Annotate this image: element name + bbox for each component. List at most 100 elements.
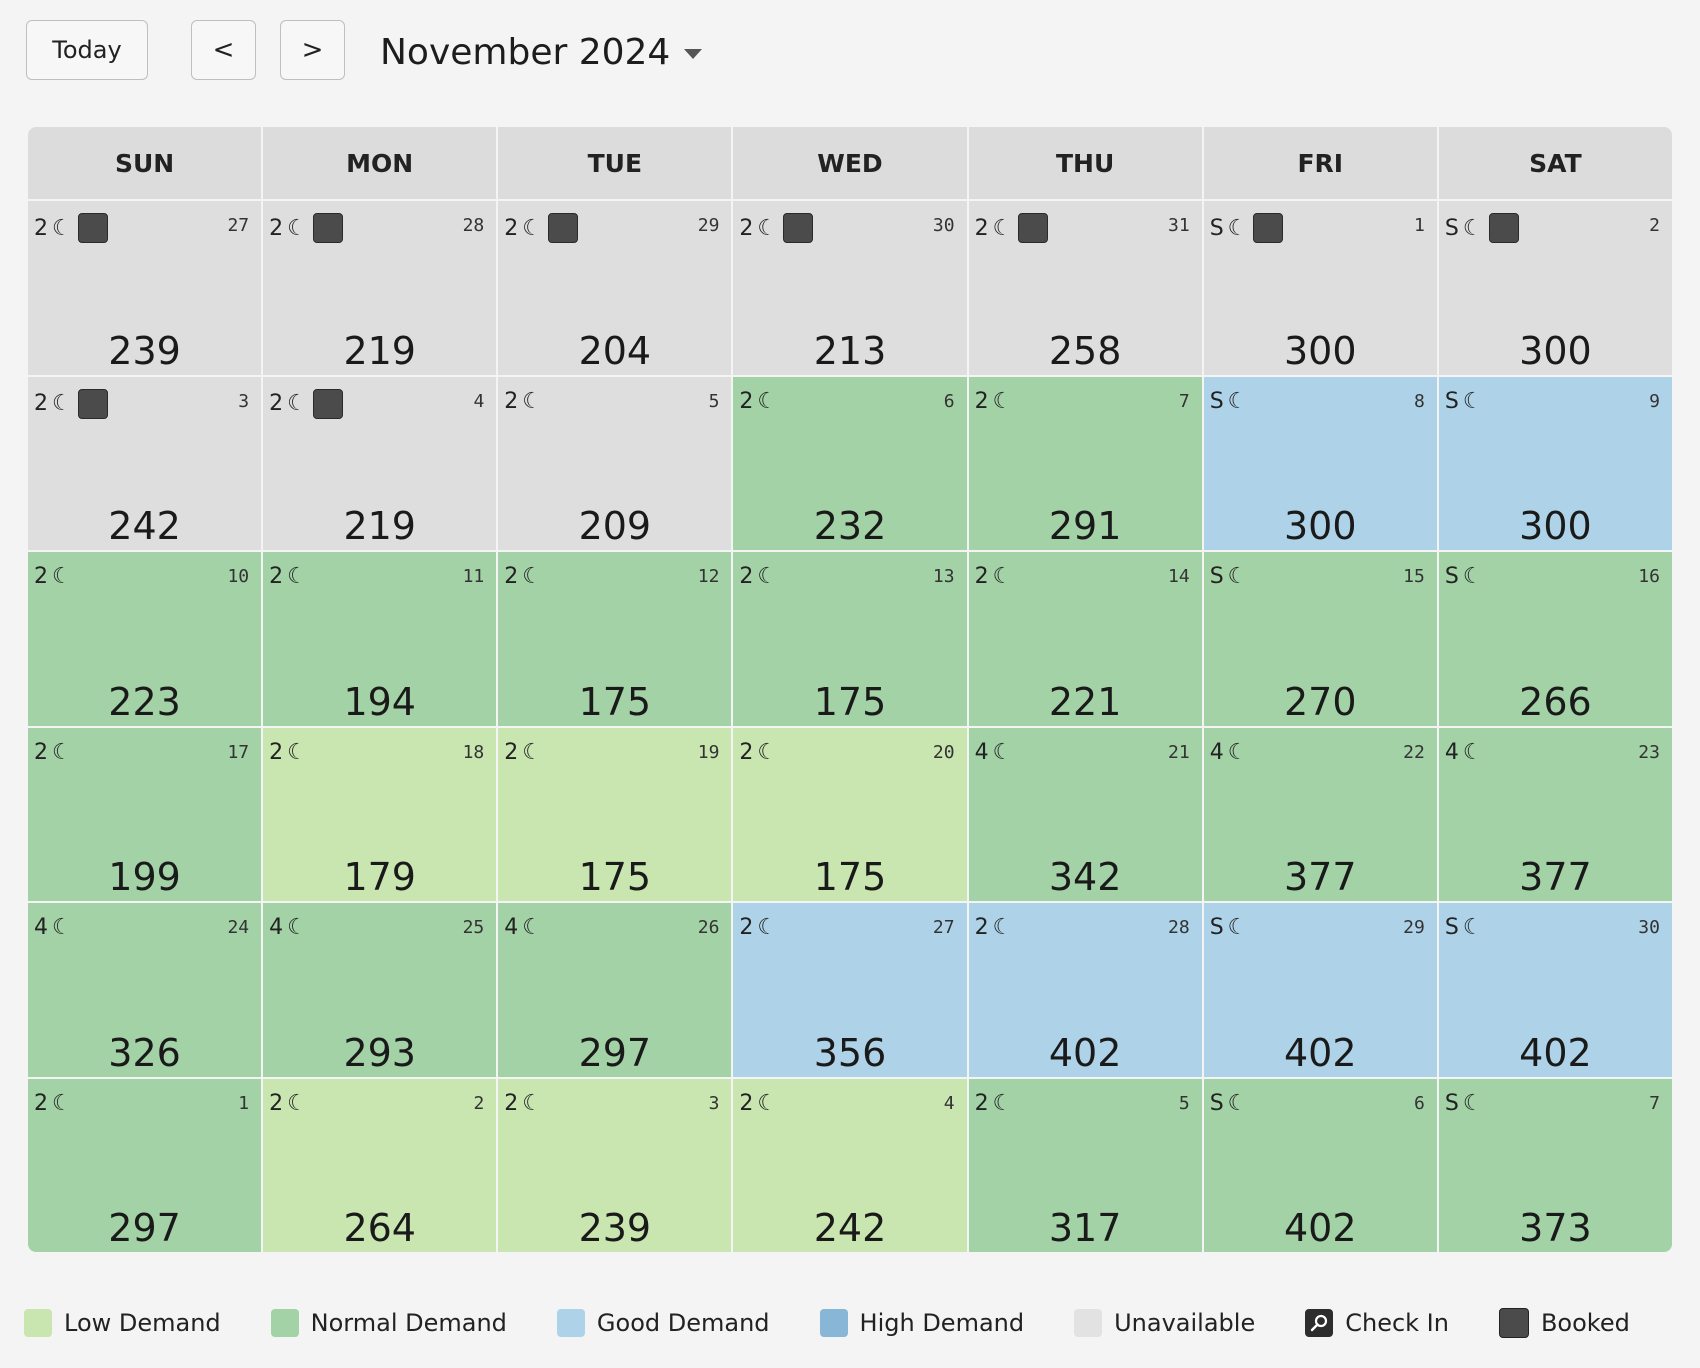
month-selector[interactable]: November 2024	[380, 24, 703, 80]
day-cell[interactable]: 4 ☾ 23 377	[1438, 727, 1672, 901]
min-nights-value: 4	[1444, 739, 1459, 765]
nightly-price: 377	[1519, 855, 1592, 899]
day-number: 14	[1168, 566, 1190, 587]
moon-icon: ☾	[522, 1090, 543, 1116]
day-cell[interactable]: 2 ☾ 13 175	[733, 552, 967, 726]
day-cell[interactable]: S ☾ 8 300	[1203, 376, 1437, 550]
day-cell[interactable]: 2 ☾ 19 175	[498, 727, 732, 901]
day-cell[interactable]: 4 ☾ 24 326	[28, 903, 262, 1077]
prev-month-button[interactable]: <	[191, 20, 256, 80]
day-cell[interactable]: 2 ☾ 5 209	[498, 376, 732, 550]
day-cell[interactable]: S ☾ 6 402	[1203, 1078, 1437, 1252]
min-nights: 4 ☾	[975, 740, 1013, 765]
day-cell[interactable]: 2 ☾ 28 219	[263, 201, 497, 375]
booked-icon	[77, 388, 108, 419]
min-nights-value: 2	[34, 564, 48, 589]
day-cell[interactable]: S ☾ 16 266	[1438, 552, 1672, 726]
moon-icon: ☾	[1227, 1090, 1248, 1116]
day-cell[interactable]: 2 ☾ 17 199	[28, 727, 262, 901]
nightly-price: 219	[343, 504, 416, 548]
legend-item-unavail: Unavailable	[1074, 1309, 1255, 1337]
day-cell[interactable]: 2 ☾ 10 223	[28, 552, 262, 726]
moon-icon: ☾	[1462, 388, 1483, 414]
moon-icon: ☾	[1462, 915, 1483, 940]
min-nights-value: 2	[34, 215, 48, 241]
moon-icon: ☾	[992, 215, 1013, 241]
day-number: 16	[1638, 566, 1660, 587]
min-nights-value: S	[1209, 915, 1224, 940]
next-month-button[interactable]: >	[280, 20, 345, 80]
nightly-price: 291	[1048, 504, 1122, 548]
moon-icon: ☾	[757, 915, 778, 940]
day-cell[interactable]: 4 ☾ 22 377	[1203, 727, 1437, 901]
day-cell[interactable]: S ☾ 7 373	[1438, 1078, 1672, 1252]
nightly-price: 342	[1048, 855, 1122, 899]
day-cell[interactable]: 4 ☾ 26 297	[498, 903, 732, 1077]
min-nights-value: 2	[739, 564, 754, 589]
min-nights-value: 4	[269, 915, 284, 940]
day-cell[interactable]: 2 ☾ 3 242	[28, 376, 262, 550]
moon-icon: ☾	[52, 1090, 72, 1116]
min-nights: 2 ☾	[34, 213, 108, 243]
moon-icon: ☾	[757, 739, 778, 765]
day-cell[interactable]: 2 ☾ 7 291	[968, 376, 1202, 550]
day-cell[interactable]: 4 ☾ 25 293	[263, 903, 497, 1077]
day-number: 12	[697, 566, 720, 587]
min-nights: 2 ☾	[739, 213, 814, 243]
day-cell[interactable]: S ☾ 15 270	[1203, 552, 1437, 726]
moon-icon: ☾	[757, 564, 778, 589]
day-cell[interactable]: 2 ☾ 14 221	[968, 552, 1202, 726]
nightly-price: 239	[108, 328, 181, 373]
day-cell[interactable]: 2 ☾ 11 194	[263, 552, 497, 726]
month-label: November 2024	[380, 31, 671, 73]
moon-icon: ☾	[1462, 739, 1483, 765]
today-button[interactable]: Today	[26, 20, 148, 80]
min-nights-value: S	[1444, 388, 1459, 414]
booked-icon	[1018, 213, 1049, 243]
day-number: 27	[932, 917, 955, 938]
day-cell[interactable]: 2 ☾ 4 242	[733, 1078, 967, 1252]
min-nights: 4 ☾	[1210, 740, 1248, 765]
day-cell[interactable]: 2 ☾ 31 258	[968, 201, 1202, 375]
day-cell[interactable]: 2 ☾ 30 213	[733, 201, 967, 375]
nightly-price: 194	[343, 679, 416, 724]
min-nights: 2 ☾	[975, 389, 1013, 414]
day-cell[interactable]: 2 ☾ 3 239	[498, 1078, 732, 1252]
day-cell[interactable]: 2 ☾ 27 239	[28, 201, 262, 375]
min-nights: 2 ☾	[975, 1091, 1013, 1116]
min-nights: 2 ☾	[975, 915, 1013, 940]
moon-icon: ☾	[1462, 1090, 1483, 1116]
day-cell[interactable]: S ☾ 9 300	[1438, 376, 1672, 550]
day-cell[interactable]: 2 ☾ 12 175	[498, 552, 732, 726]
day-number: 13	[932, 566, 955, 587]
min-nights: 4 ☾	[1445, 740, 1483, 765]
day-cell[interactable]: 2 ☾ 18 179	[263, 727, 497, 901]
min-nights: 2 ☾	[34, 564, 72, 589]
day-number: 9	[1649, 390, 1660, 412]
day-cell[interactable]: 2 ☾ 1 297	[28, 1078, 262, 1252]
moon-icon: ☾	[757, 1090, 778, 1116]
day-cell[interactable]: S ☾ 30 402	[1438, 903, 1672, 1077]
day-cell[interactable]: 2 ☾ 28 402	[968, 903, 1202, 1077]
day-cell[interactable]: 2 ☾ 2 264	[263, 1078, 497, 1252]
day-number: 4	[943, 1092, 955, 1114]
nightly-price: 300	[1284, 504, 1357, 548]
nightly-price: 300	[1519, 328, 1592, 373]
legend-label: Booked	[1540, 1309, 1630, 1337]
legend-label: Unavailable	[1114, 1309, 1256, 1337]
day-cell[interactable]: 4 ☾ 21 342	[968, 727, 1202, 901]
day-cell[interactable]: 2 ☾ 6 232	[733, 376, 967, 550]
day-cell[interactable]: S ☾ 2 300	[1438, 201, 1672, 375]
day-cell[interactable]: S ☾ 29 402	[1203, 903, 1437, 1077]
nightly-price: 356	[813, 1030, 887, 1075]
day-cell[interactable]: 2 ☾ 27 356	[733, 903, 967, 1077]
day-cell[interactable]: 2 ☾ 29 204	[498, 201, 732, 375]
day-cell[interactable]: S ☾ 1 300	[1203, 201, 1437, 375]
day-cell[interactable]: 2 ☾ 20 175	[733, 727, 967, 901]
day-cell[interactable]: 2 ☾ 5 317	[968, 1078, 1202, 1252]
weekday-header: SAT	[1438, 127, 1672, 199]
min-nights: 2 ☾	[504, 213, 579, 243]
min-nights: S ☾	[1210, 915, 1248, 940]
moon-icon: ☾	[287, 564, 307, 589]
day-cell[interactable]: 2 ☾ 4 219	[263, 376, 497, 550]
